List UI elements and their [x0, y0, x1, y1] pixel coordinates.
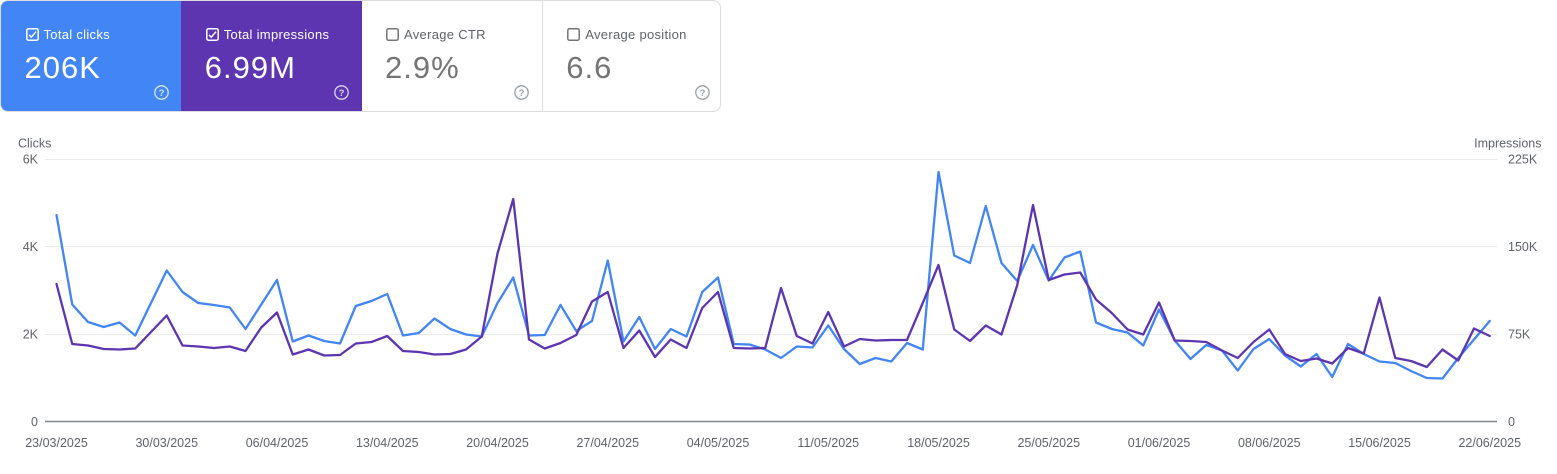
svg-text:23/03/2025: 23/03/2025: [25, 436, 88, 450]
svg-text:01/06/2025: 01/06/2025: [1128, 436, 1191, 450]
svg-text:0: 0: [31, 415, 38, 429]
svg-text:Impressions: Impressions: [1474, 137, 1541, 151]
svg-text:06/04/2025: 06/04/2025: [246, 436, 309, 450]
svg-text:?: ?: [519, 88, 525, 99]
svg-text:150K: 150K: [1508, 240, 1538, 254]
svg-text:20/04/2025: 20/04/2025: [466, 436, 529, 450]
svg-text:13/04/2025: 13/04/2025: [356, 436, 419, 450]
svg-text:225K: 225K: [1508, 153, 1538, 167]
svg-text:25/05/2025: 25/05/2025: [1017, 436, 1080, 450]
svg-text:4K: 4K: [23, 240, 39, 254]
svg-text:Clicks: Clicks: [18, 137, 51, 151]
svg-text:30/03/2025: 30/03/2025: [135, 436, 198, 450]
svg-text:15/06/2025: 15/06/2025: [1348, 436, 1411, 450]
svg-text:11/05/2025: 11/05/2025: [797, 436, 859, 450]
svg-text:08/06/2025: 08/06/2025: [1238, 436, 1301, 450]
svg-text:75K: 75K: [1508, 328, 1531, 342]
svg-text:?: ?: [700, 88, 706, 99]
svg-text:22/06/2025: 22/06/2025: [1458, 436, 1521, 450]
svg-text:0: 0: [1508, 415, 1515, 429]
svg-text:27/04/2025: 27/04/2025: [576, 436, 639, 450]
svg-text:?: ?: [158, 88, 164, 99]
svg-text:?: ?: [338, 88, 344, 99]
svg-text:18/05/2025: 18/05/2025: [907, 436, 970, 450]
svg-text:2K: 2K: [23, 328, 39, 342]
svg-text:6K: 6K: [23, 153, 39, 167]
svg-text:04/05/2025: 04/05/2025: [687, 436, 750, 450]
